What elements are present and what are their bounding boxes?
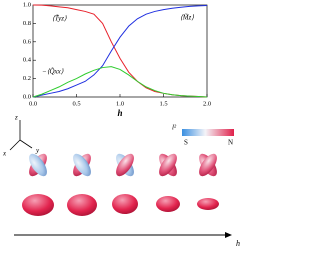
arrow-label: h: [236, 239, 240, 248]
y-tick-label: 0.4: [23, 57, 32, 64]
x-tick-label: 2.0: [203, 100, 211, 107]
axis-label: x: [2, 150, 7, 158]
figure: z x y l² S N h 0.0 0.2 0.4 0.6 0.8 1.0 0.0 0.5 1…: [2, 1, 240, 248]
y-tick-label: 0.8: [23, 20, 31, 27]
x-tick-label: 0.5: [72, 100, 80, 107]
colorbar-label: l²: [172, 124, 177, 132]
axis-label: y: [35, 147, 40, 155]
x-tick-label: 1.5: [159, 100, 167, 107]
line: [32, 66, 208, 98]
legend-label: −⟨Q̃xx⟩: [42, 68, 64, 76]
colorbar-max: N: [228, 139, 233, 147]
legend-label: ⟨M̃z⟩: [180, 14, 194, 22]
y-tick-label: 1.0: [23, 1, 31, 8]
x-tick-label: 0.0: [29, 100, 37, 107]
axis-label: z: [14, 114, 18, 122]
plot-frame: [32, 4, 208, 98]
x-tick-label: 1.0: [116, 100, 124, 107]
line: [32, 4, 208, 98]
legend-label: ⟨T̃yz⟩: [52, 15, 67, 23]
colorbar: [182, 129, 234, 136]
y-tick-label: 0.6: [23, 38, 32, 45]
y-tick-label: 0.0: [23, 93, 31, 100]
x-axis-label: h: [117, 108, 122, 118]
h-arrow: [14, 232, 232, 238]
y-tick-label: 0.2: [23, 75, 31, 82]
orbitals: [22, 153, 219, 216]
axes-triad: [9, 120, 33, 151]
colorbar-min: S: [184, 139, 188, 147]
